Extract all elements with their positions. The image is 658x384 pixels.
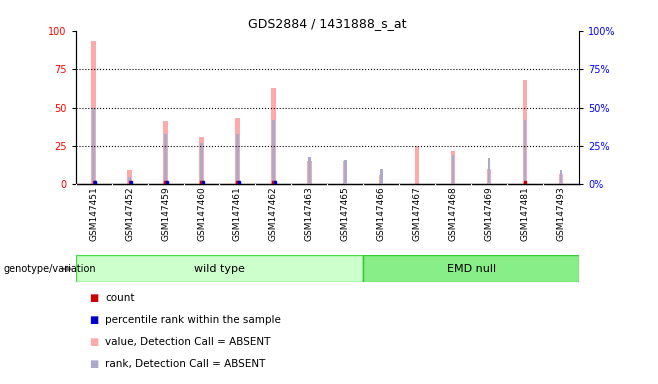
Text: GSM147463: GSM147463 [305,187,314,241]
Bar [415,146,419,184]
Text: GSM147452: GSM147452 [125,187,134,241]
Bar [560,170,563,184]
Bar [380,169,382,184]
Bar [488,158,490,184]
Text: GSM147466: GSM147466 [377,187,386,241]
Bar [452,155,455,184]
Bar [128,177,131,184]
Bar [76,255,363,282]
Bar [524,120,526,184]
Title: GDS2884 / 1431888_s_at: GDS2884 / 1431888_s_at [248,17,407,30]
Bar [164,181,166,184]
Text: ■: ■ [89,359,98,369]
Bar [92,108,95,184]
Bar [164,134,167,184]
Bar [91,41,96,184]
Bar [238,181,240,184]
Text: percentile rank within the sample: percentile rank within the sample [105,315,281,325]
Text: ■: ■ [89,315,98,325]
Bar [76,255,363,282]
Bar [202,181,204,184]
Bar [201,181,203,184]
Text: GSM147469: GSM147469 [485,187,494,241]
Bar [308,157,311,184]
Bar [130,181,132,184]
Bar [343,161,347,184]
Bar [559,174,563,184]
Bar [307,161,311,184]
Bar [200,143,203,184]
Bar [363,255,579,282]
Bar [128,181,131,184]
Text: GSM147460: GSM147460 [197,187,206,241]
Text: ■: ■ [89,293,98,303]
Text: rank, Detection Call = ABSENT: rank, Detection Call = ABSENT [105,359,266,369]
Text: GSM147468: GSM147468 [449,187,458,241]
Bar [363,255,579,282]
Bar [344,160,347,184]
Bar [236,181,239,184]
Bar [163,121,168,184]
Bar [128,170,132,184]
Text: GSM147465: GSM147465 [341,187,350,241]
Text: count: count [105,293,135,303]
Text: GSM147461: GSM147461 [233,187,242,241]
Text: GSM147493: GSM147493 [557,187,566,241]
Text: value, Detection Call = ABSENT: value, Detection Call = ABSENT [105,337,270,347]
Text: genotype/variation: genotype/variation [3,264,96,274]
Text: GSM147451: GSM147451 [89,187,98,241]
Bar [274,181,276,184]
Bar [94,181,96,184]
Bar [199,137,204,184]
Text: wild type: wild type [194,264,245,274]
Bar [166,181,168,184]
Bar [93,181,95,184]
Bar [272,181,274,184]
Text: GSM147467: GSM147467 [413,187,422,241]
Text: ■: ■ [89,337,98,347]
Bar [524,181,526,184]
Bar [236,134,239,184]
Bar [523,80,527,184]
Text: EMD null: EMD null [447,264,495,274]
Text: GSM147481: GSM147481 [520,187,530,241]
Text: GSM147462: GSM147462 [269,187,278,241]
Bar [487,169,492,184]
Text: GSM147459: GSM147459 [161,187,170,241]
Bar [271,88,276,184]
Bar [236,118,240,184]
Bar [379,175,384,184]
Bar [272,120,274,184]
Bar [451,151,455,184]
